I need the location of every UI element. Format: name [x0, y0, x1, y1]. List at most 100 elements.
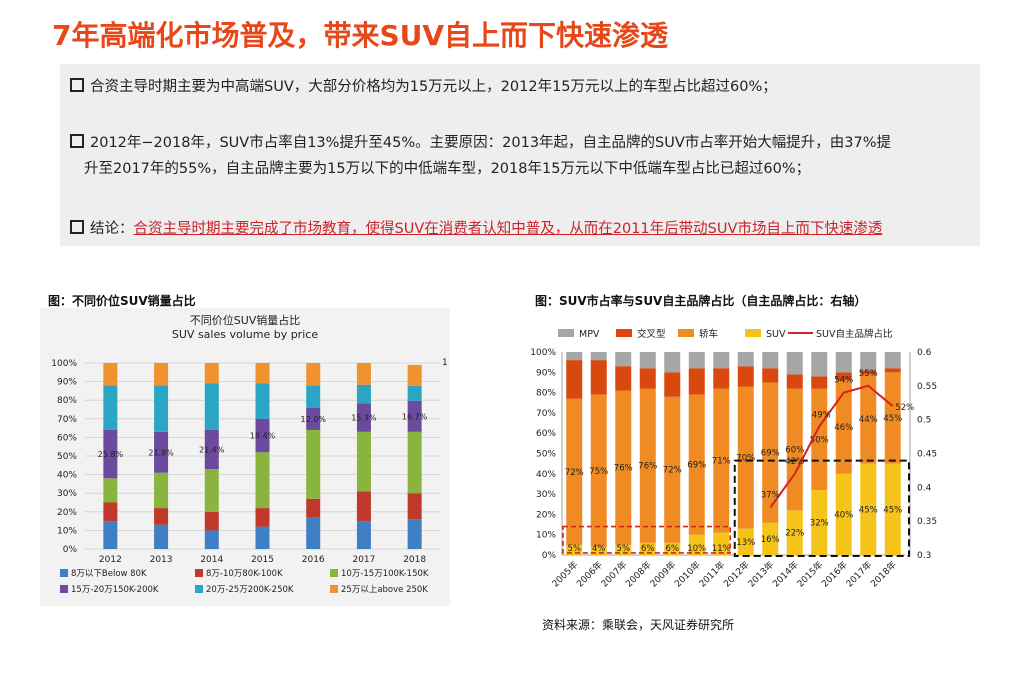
bar-segment [255, 363, 270, 384]
y2-tick-label: 0.3 [917, 551, 931, 561]
page-title: 7年高端化市场普及，带来SUV自上而下快速渗透 [52, 19, 669, 52]
bullet-1: 合资主导时期主要为中高端SUV，大部分价格均为15万元以上，2012年15万元以… [70, 74, 777, 100]
sedan-label: 50% [810, 435, 829, 445]
bar-segment [639, 542, 656, 555]
bar-segment [811, 388, 828, 491]
bar-segment [737, 352, 754, 367]
bar-segment [566, 398, 583, 545]
conclusion-text: 合资主导时期主要完成了市场教育，使得SUV在消费者认知中普及，从而在2011年后… [133, 221, 883, 237]
bar-segment [255, 508, 270, 527]
bar-segment [103, 385, 118, 430]
bar-segment [306, 429, 321, 499]
y-tick-label: 0% [542, 551, 557, 561]
bar-segment [639, 368, 656, 389]
source-note: 资料来源：乘联会，天风证券研究所 [542, 618, 735, 632]
data-label: 12.0% [301, 415, 327, 424]
data-label: 21.4% [199, 445, 225, 454]
bar-segment [255, 526, 270, 549]
data-label: 18.4% [250, 432, 276, 441]
bar-segment [255, 418, 270, 453]
x-tick-label: 2014 [200, 555, 223, 565]
bar-segment [762, 368, 779, 383]
bar-segment [713, 368, 730, 389]
bar-segment [204, 383, 219, 430]
bar-segment [566, 544, 583, 555]
bar-segment [615, 366, 632, 391]
legend-label: 25万以上above 250K [341, 585, 428, 595]
legend-label: 10万-15万100K-150K [341, 569, 429, 579]
bar-segment [811, 352, 828, 377]
legend-swatch [60, 569, 68, 577]
y-tick-label: 90% [536, 368, 556, 378]
bar-segment [407, 364, 422, 386]
y-tick-label: 40% [57, 471, 77, 481]
sedan-label: 44% [859, 415, 878, 425]
sedan-label: 60% [785, 445, 804, 455]
x-tick-label: 2006年 [574, 559, 605, 590]
bar-segment [786, 374, 803, 389]
bar-segment [306, 363, 321, 386]
bar-segment [407, 493, 422, 520]
bar-segment [860, 463, 877, 555]
x-tick-label: 2008年 [623, 559, 654, 590]
bar-segment [356, 431, 371, 492]
bar-segment [103, 521, 118, 549]
bar-segment [786, 352, 803, 375]
checkbox-icon [70, 220, 84, 234]
bar-segment [737, 528, 754, 555]
bullet-1-text: 合资主导时期主要为中高端SUV，大部分价格均为15万元以上，2012年15万元以… [90, 79, 777, 95]
legend-swatch [195, 569, 203, 577]
legend-label: MPV [579, 329, 600, 340]
legend-label: 轿车 [699, 328, 718, 340]
bar-segment [664, 542, 681, 555]
bar-segment [306, 407, 321, 430]
y-tick-label: 90% [57, 378, 77, 388]
legend-label: SUV [766, 329, 786, 340]
bar-segment [688, 534, 705, 555]
bar-segment [204, 530, 219, 549]
legend-swatch [60, 585, 68, 593]
sedan-label: 76% [614, 464, 633, 474]
bar-segment [713, 532, 730, 555]
suv-label: 10% [687, 544, 706, 554]
sedan-label: 69% [687, 461, 706, 471]
legend-swatch [195, 585, 203, 593]
suv-label: 5% [617, 544, 631, 554]
suv-label: 40% [834, 510, 853, 520]
line-label: 52% [895, 403, 914, 413]
y-tick-label: 10% [536, 531, 556, 541]
suv-label: 32% [810, 519, 829, 529]
legend-swatch [330, 569, 338, 577]
suv-label: 5% [568, 544, 582, 554]
bar-segment [811, 376, 828, 389]
suv-label: 13% [736, 538, 755, 548]
x-tick-label: 2014年 [770, 559, 801, 590]
bar-segment [154, 385, 169, 432]
bar-segment [255, 383, 270, 419]
bar-segment [737, 386, 754, 529]
bar-segment [835, 473, 852, 555]
y-tick-label: 40% [536, 470, 556, 480]
bar-segment [664, 396, 681, 543]
legend-swatch [745, 329, 761, 337]
line-label: 54% [834, 376, 853, 386]
y-tick-label: 100% [51, 359, 77, 369]
sedan-label: 76% [638, 462, 657, 472]
bar-segment [615, 544, 632, 555]
x-tick-label: 2016年 [819, 559, 850, 590]
bar-segment [204, 511, 219, 531]
x-tick-label: 2016 [302, 555, 325, 565]
y-tick-label: 20% [536, 510, 556, 520]
y-tick-label: 0% [63, 545, 78, 555]
chart-title: 不同价位SUV销量占比 [190, 313, 301, 327]
y2-tick-label: 0.55 [917, 382, 937, 392]
bullet-2-line1: 2012年−2018年，SUV市占率自13%提升至45%。主要原因：2013年起… [90, 135, 892, 151]
x-tick-label: 2018年 [868, 559, 899, 590]
data-label: 25.8% [98, 450, 124, 459]
bar-segment [407, 385, 422, 401]
bar-segment [639, 352, 656, 369]
bar-segment [884, 352, 901, 369]
legend-label: 20万-25万200K-250K [206, 585, 294, 595]
bar-segment [154, 508, 169, 525]
bar-segment [204, 429, 219, 470]
